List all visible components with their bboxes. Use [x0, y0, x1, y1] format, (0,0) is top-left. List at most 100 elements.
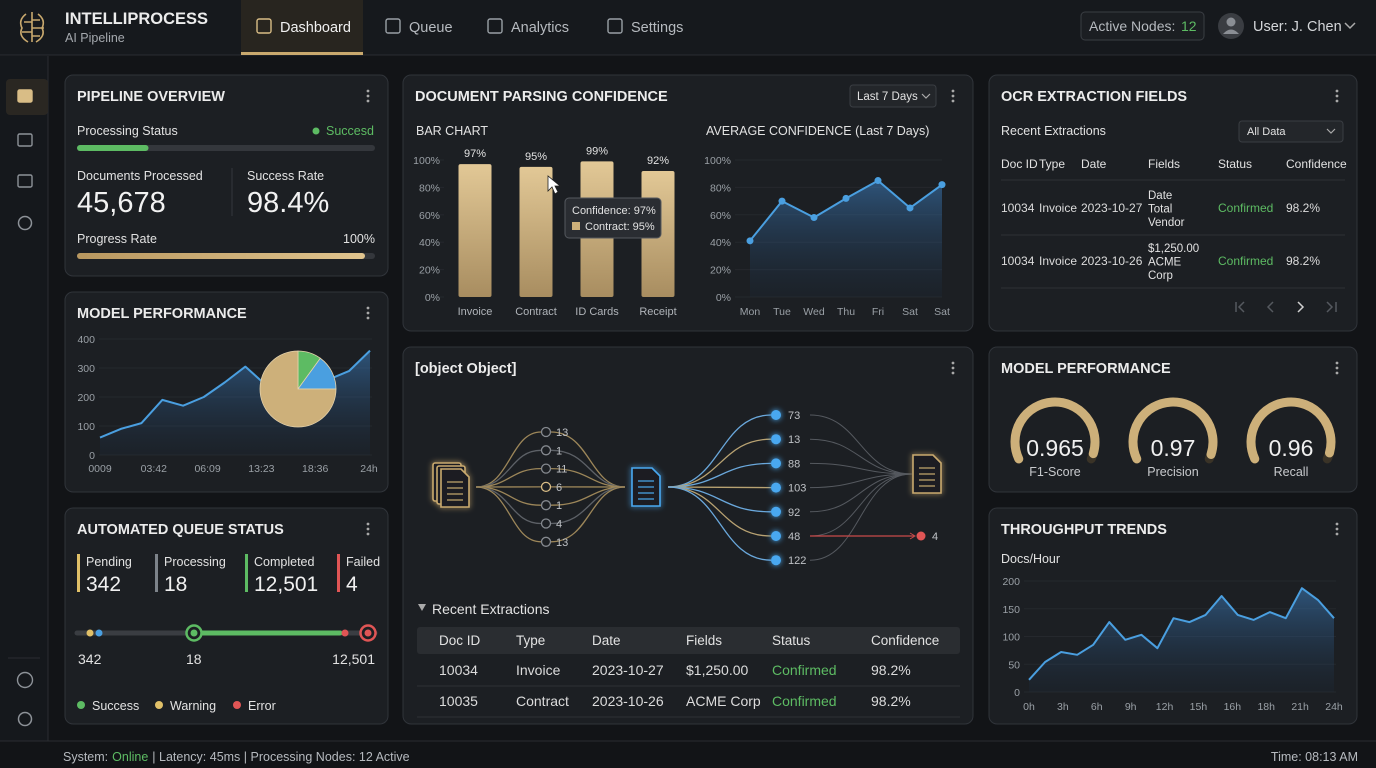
x-tick-label: 6h	[1091, 701, 1103, 713]
cell: $1,250.00	[1148, 243, 1199, 255]
node-label: 13	[556, 427, 568, 439]
nav-item[interactable]: Dashboard	[241, 0, 363, 55]
node-label: 4	[932, 531, 938, 543]
node-label: 1	[556, 500, 562, 512]
collapse-caret[interactable]	[418, 604, 426, 611]
menu-button[interactable]	[1335, 89, 1339, 103]
cursor	[547, 175, 562, 195]
y-tick-label: 80%	[419, 182, 440, 194]
panel	[64, 74, 389, 277]
bar	[519, 166, 553, 297]
status-dot	[312, 127, 320, 135]
column-header: Date	[592, 633, 621, 648]
cell: Date	[1148, 190, 1172, 202]
flow-link	[809, 473, 913, 561]
sidebar-button[interactable]	[16, 671, 34, 689]
pager-button[interactable]	[1235, 301, 1245, 313]
y-tick-label: 50	[1008, 659, 1020, 671]
stat-value: 342	[86, 573, 121, 596]
menu-button[interactable]	[366, 89, 370, 103]
label: Completed	[254, 555, 314, 569]
sidebar-button[interactable]	[17, 174, 33, 188]
nav-item[interactable]: Queue	[385, 18, 453, 36]
x-tick-label: Invoice	[458, 306, 493, 318]
label: Processing Status	[77, 124, 178, 138]
tagline: AI Pipeline	[65, 31, 125, 45]
y-tick-label: 100	[77, 421, 95, 433]
pager-button[interactable]	[1297, 301, 1305, 313]
cell: 98.2%	[1286, 201, 1320, 215]
node-label: 6	[556, 482, 562, 494]
menu-dot	[366, 316, 370, 320]
bar-value-label: 97%	[464, 148, 486, 160]
flow-link	[809, 473, 913, 513]
stat-bar	[77, 554, 80, 592]
menu-button[interactable]	[366, 522, 370, 536]
pager-button[interactable]	[1326, 301, 1337, 313]
gauge-label: Precision	[1147, 465, 1198, 479]
queue-dot	[95, 629, 103, 637]
pager-button[interactable]	[1266, 301, 1274, 313]
queue-handle-core	[364, 629, 372, 637]
point	[874, 177, 882, 185]
nav-item[interactable]: Settings	[607, 18, 683, 36]
menu-button[interactable]	[366, 306, 370, 320]
cell: 98.2%	[871, 662, 911, 678]
area	[100, 350, 370, 455]
menu-button[interactable]	[951, 361, 955, 375]
y-tick-label: 0%	[425, 292, 440, 304]
document-icon	[432, 462, 470, 508]
menu-button[interactable]	[1335, 361, 1339, 375]
column-header: Confidence	[1286, 157, 1347, 171]
label: Recent Extractions	[1001, 124, 1106, 138]
sidebar-button[interactable]	[17, 215, 33, 231]
x-tick-label: 18:36	[302, 463, 328, 475]
chevron	[1344, 22, 1356, 30]
dropdown[interactable]: All Data	[1238, 120, 1344, 143]
flow-link	[550, 431, 626, 488]
sidebar-button[interactable]	[17, 711, 33, 727]
sidebar-icon	[17, 711, 33, 727]
menu-button[interactable]	[951, 89, 955, 103]
panel	[64, 507, 389, 725]
nav-item[interactable]: Analytics	[487, 18, 569, 36]
node-label: 103	[788, 483, 806, 495]
dropdown[interactable]: Last 7 Days	[849, 84, 937, 108]
bar-value-label: 99%	[586, 145, 608, 157]
cell: Vendor	[1148, 217, 1185, 229]
output-node	[771, 531, 781, 541]
x-tick-label: 24h	[1325, 701, 1343, 713]
legend-label: Success	[92, 699, 139, 713]
sidebar-button[interactable]	[17, 133, 33, 147]
user-menu[interactable]: User: J. Chen	[1218, 13, 1356, 39]
x-tick-label: 18h	[1257, 701, 1275, 713]
nodes-count: 12	[1181, 18, 1197, 34]
legend-dot	[233, 701, 241, 709]
y-tick-label: 40%	[710, 237, 731, 249]
cell: 98.2%	[1286, 254, 1320, 268]
x-tick-label: Receipt	[639, 306, 676, 318]
column-header: Type	[1039, 157, 1065, 171]
sidebar-button[interactable]	[17, 89, 33, 103]
stat-value: 18	[164, 573, 187, 596]
panel-title: MODEL PERFORMANCE	[77, 306, 247, 322]
nodes-badge	[1080, 11, 1205, 41]
point	[810, 214, 818, 222]
status-online: Online	[112, 750, 148, 764]
x-tick-label: Sat	[902, 306, 918, 318]
sidebar-icon	[16, 671, 34, 689]
node-label: 11	[556, 464, 567, 476]
label: 12,501	[332, 651, 375, 667]
column-header: Fields	[686, 633, 722, 648]
menu-button[interactable]	[1335, 522, 1339, 536]
x-tick-label: Wed	[803, 306, 825, 318]
node-label: 122	[788, 555, 806, 567]
menu-dot	[951, 94, 955, 98]
queue-handle-core	[190, 629, 198, 637]
label: BAR CHART	[416, 124, 488, 138]
chevron	[1326, 128, 1336, 134]
flow-link	[809, 462, 913, 475]
gauge-value: 0.96	[1269, 435, 1314, 461]
x-tick-label: 21h	[1291, 701, 1309, 713]
avatar-body	[1223, 29, 1239, 34]
